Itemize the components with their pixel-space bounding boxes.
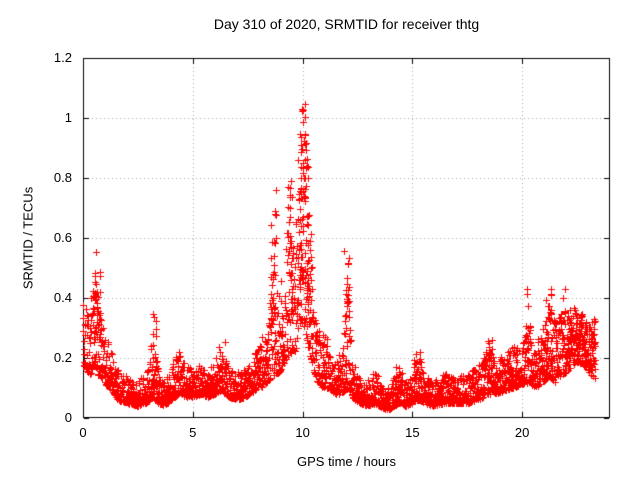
y-tick-label: 0.4 <box>53 290 72 305</box>
y-tick-label: 0 <box>64 410 72 425</box>
y-tick-label: 1 <box>64 110 72 125</box>
y-tick-label: 0.8 <box>53 170 72 185</box>
x-axis-label: GPS time / hours <box>297 454 396 469</box>
x-tick-label: 0 <box>79 425 87 440</box>
x-tick-label: 15 <box>405 425 420 440</box>
x-tick-label: 10 <box>295 425 310 440</box>
y-tick-label: 0.6 <box>53 230 72 245</box>
y-tick-label: 0.2 <box>53 350 72 365</box>
y-tick-label: 1.2 <box>53 50 72 65</box>
x-tick-label: 20 <box>514 425 530 440</box>
chart-title: Day 310 of 2020, SRMTID for receiver tht… <box>213 16 480 32</box>
x-tick-label: 5 <box>189 425 197 440</box>
